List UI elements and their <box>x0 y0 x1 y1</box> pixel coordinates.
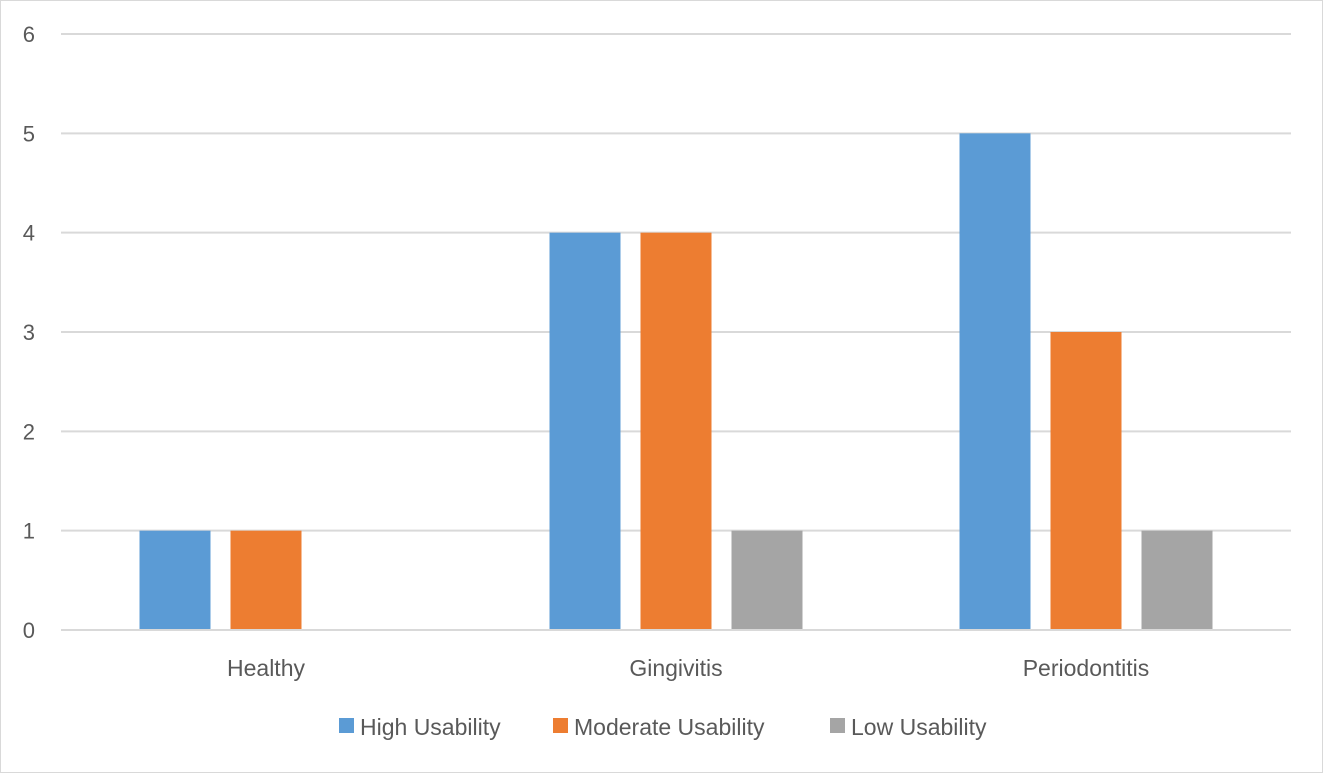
legend-label: Moderate Usability <box>574 714 765 740</box>
x-category-label: Periodontitis <box>1023 655 1150 681</box>
y-tick-label: 6 <box>23 22 35 47</box>
bar-gingivitis-high-usability <box>549 232 621 630</box>
x-axis-category-labels: Healthy Gingivitis Periodontitis <box>227 655 1149 681</box>
bar-gingivitis-moderate-usability <box>640 232 712 630</box>
bar-periodontitis-low-usability <box>1141 530 1213 630</box>
bar-gingivitis-low-usability <box>731 530 803 630</box>
bar-periodontitis-high-usability <box>959 133 1031 631</box>
y-tick-label: 2 <box>23 419 35 444</box>
bars <box>139 133 1213 631</box>
bar-healthy-high-usability <box>139 530 211 630</box>
legend-label: Low Usability <box>851 714 987 740</box>
x-category-label: Gingivitis <box>629 655 722 681</box>
y-tick-label: 5 <box>23 121 35 146</box>
legend-swatch <box>830 718 845 733</box>
y-tick-label: 3 <box>23 320 35 345</box>
y-tick-label: 1 <box>23 519 35 544</box>
y-tick-label: 0 <box>23 618 35 643</box>
x-category-label: Healthy <box>227 655 305 681</box>
legend-label: High Usability <box>360 714 501 740</box>
legend-swatch <box>339 718 354 733</box>
y-axis-tick-labels: 0 1 2 3 4 5 6 <box>23 22 35 643</box>
legend-swatch <box>553 718 568 733</box>
bar-healthy-moderate-usability <box>230 530 302 630</box>
y-tick-label: 4 <box>23 221 35 246</box>
bar-periodontitis-moderate-usability <box>1050 332 1122 630</box>
legend: High Usability Moderate Usability Low Usab… <box>339 714 987 740</box>
